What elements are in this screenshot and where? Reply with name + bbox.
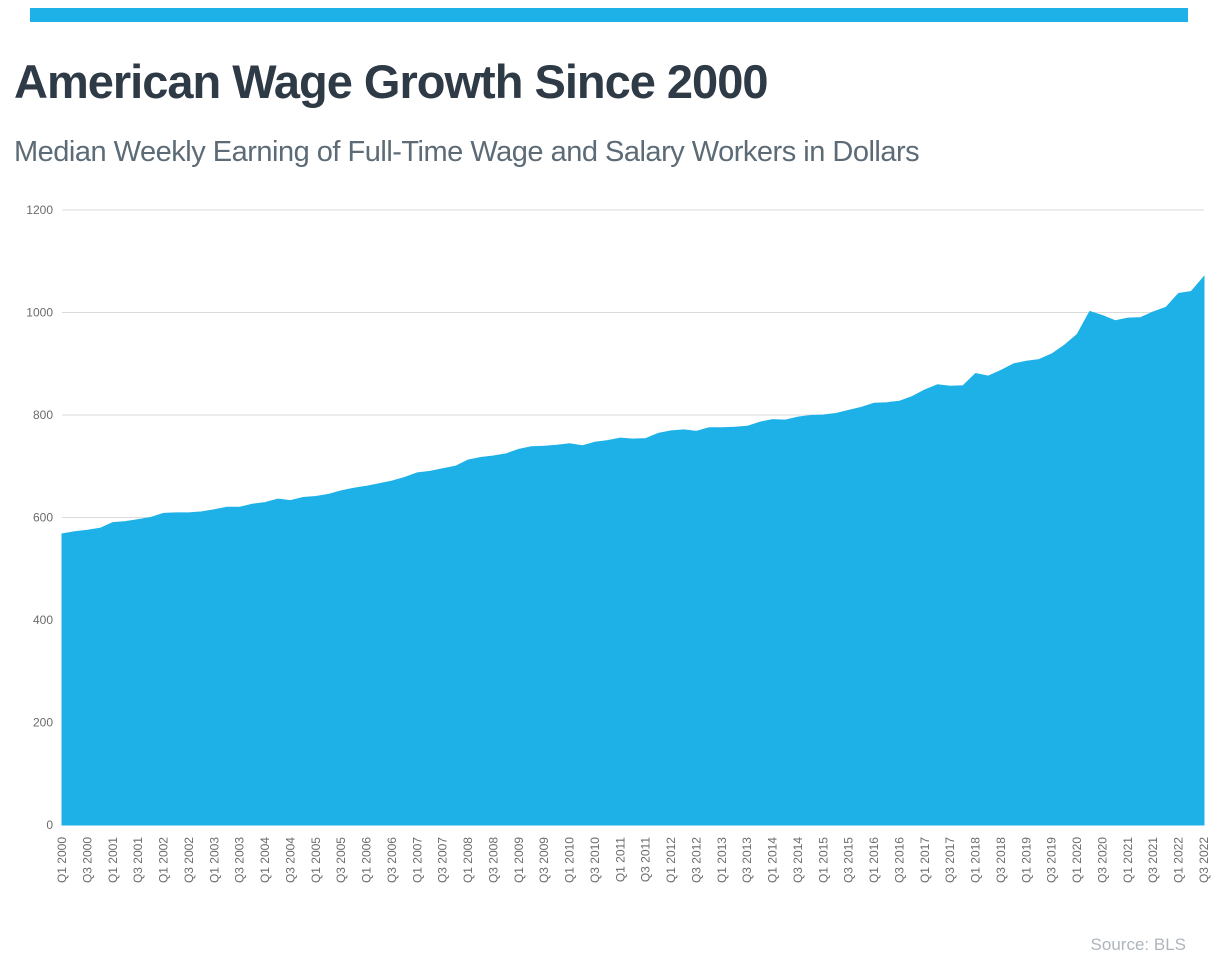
x-tick-label: Q1 2002 [157,837,171,883]
x-tick-label: Q3 2021 [1146,837,1160,883]
y-tick-label: 0 [46,818,53,832]
x-tick-label: Q3 2011 [639,837,653,882]
x-tick-label: Q1 2013 [715,837,729,883]
x-tick-label: Q3 2008 [486,837,500,883]
x-tick-label: Q3 2014 [791,837,805,883]
x-tick-label: Q1 2017 [918,837,932,883]
x-tick-label: Q3 2022 [1197,837,1211,883]
source-label: Source: BLS [1090,935,1186,954]
x-tick-label: Q1 2009 [512,837,526,883]
x-tick-label: Q1 2004 [258,837,272,883]
y-tick-label: 800 [33,408,53,422]
x-tick-label: Q1 2016 [867,837,881,883]
y-tick-label: 200 [33,716,53,730]
x-tick-label: Q1 2018 [969,837,983,883]
x-tick-label: Q3 2005 [334,837,348,883]
area-chart: 0 200 400 600 800 1000 1200 Q1 2000 Q3 2000 Q1 20… [26,203,1211,883]
x-tick-label: Q3 2009 [537,837,551,883]
x-tick-label: Q1 2000 [55,837,69,883]
x-tick-label: Q1 2022 [1172,837,1186,883]
x-tick-label: Q3 2016 [892,837,906,883]
x-tick-label: Q1 2020 [1070,837,1084,883]
chart-title: American Wage Growth Since 2000 [14,55,768,108]
x-tick-label: Q1 2012 [664,837,678,883]
accent-bar [30,8,1188,22]
x-tick-label: Q3 2006 [385,837,399,883]
x-tick-label: Q3 2010 [588,837,602,883]
x-tick-label: Q3 2012 [689,837,703,883]
x-tick-label: Q1 2006 [360,837,374,883]
x-tick-label: Q1 2015 [816,837,830,883]
x-tick-label: Q3 2017 [943,837,957,883]
y-tick-label: 1200 [26,203,53,217]
wage-area-series [61,275,1205,826]
x-tick-label: Q1 2005 [309,837,323,883]
x-tick-label: Q1 2010 [563,837,577,883]
x-tick-label: Q3 2007 [436,837,450,883]
x-tick-label: Q3 2001 [131,837,145,883]
y-tick-label: 1000 [26,306,53,320]
x-tick-label: Q3 2015 [842,837,856,883]
x-tick-label: Q3 2020 [1095,837,1109,883]
x-tick-label: Q1 2003 [207,837,221,883]
chart-subtitle: Median Weekly Earning of Full-Time Wage … [14,136,920,168]
y-tick-label: 400 [33,613,53,627]
x-tick-label: Q3 2004 [283,837,297,883]
x-tick-label: Q1 2011 [613,837,627,882]
x-tick-label: Q1 2019 [1019,837,1033,883]
x-tick-label: Q3 2013 [740,837,754,883]
x-tick-label: Q1 2001 [106,837,120,883]
x-tick-label: Q1 2007 [410,837,424,883]
x-tick-label: Q3 2002 [182,837,196,883]
x-tick-label: Q3 2000 [80,837,94,883]
x-tick-label: Q3 2018 [994,837,1008,883]
y-tick-label: 600 [33,511,53,525]
x-tick-label: Q1 2014 [766,837,780,883]
x-tick-label: Q1 2021 [1121,837,1135,883]
x-tick-label: Q3 2003 [233,837,247,883]
x-tick-label: Q1 2008 [461,837,475,883]
x-tick-label: Q3 2019 [1045,837,1059,883]
